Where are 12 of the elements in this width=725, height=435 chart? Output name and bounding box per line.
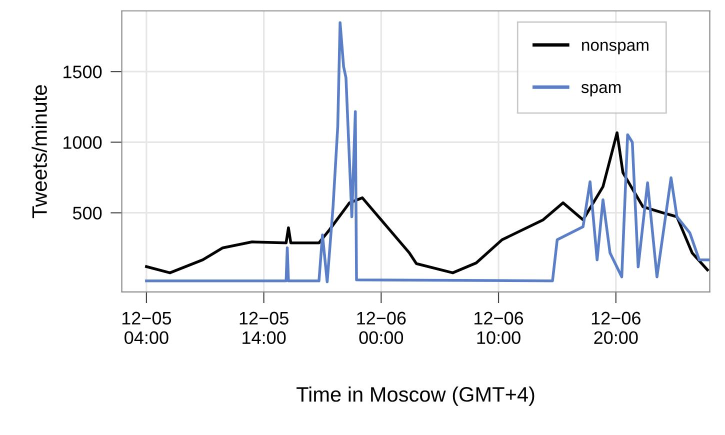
y-tick-label: 1000: [64, 136, 102, 149]
x-tick-label: 12−05 14:00: [240, 312, 288, 344]
y-tick-label: 1500: [64, 66, 102, 78]
y-axis-title: Tweets/minute: [32, 85, 47, 218]
legend-label: spam: [581, 84, 621, 96]
legend-label: nonspam: [582, 42, 648, 54]
y-tick-label: 500: [72, 206, 102, 220]
x-tick-label: 12−06 10:00: [474, 312, 524, 344]
x-axis-title: Time in Moscow (GMT+4): [296, 386, 534, 406]
x-tick-label: 12−05 04:00: [122, 312, 172, 344]
x-tick-label: 12−06 20:00: [592, 312, 640, 344]
x-tick-label: 12−06 00:00: [357, 312, 406, 344]
